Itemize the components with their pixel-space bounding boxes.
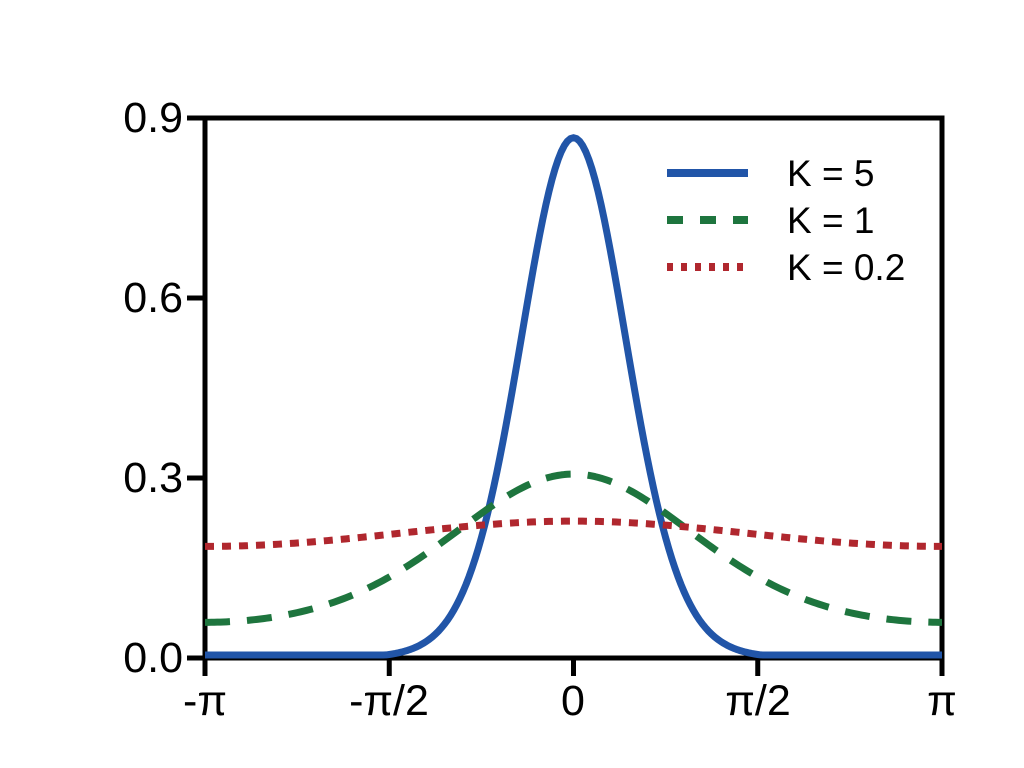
x-tick-label-zero: 0 — [561, 677, 585, 725]
x-tick-label-neg-pi: -π — [183, 677, 227, 725]
x-tick-label-pi: π — [927, 677, 957, 725]
legend-label-k1: K = 1 — [787, 200, 875, 241]
curve-k=5 — [204, 134, 943, 659]
x-tick-label-neg-pi-half: -π/2 — [349, 677, 429, 725]
legend-label-k02: K = 0.2 — [787, 247, 906, 288]
x-tick-label-pi-half: π/2 — [725, 677, 791, 725]
legend-label-k5: K = 5 — [787, 153, 875, 194]
y-tick-label-0.3: 0.3 — [123, 454, 183, 502]
y-tick-label-0.0: 0.0 — [123, 634, 183, 682]
legend: K = 5 K = 1 K = 0.2 — [787, 150, 905, 291]
y-tick-label-0.6: 0.6 — [123, 274, 183, 322]
curve-k=0.2 — [204, 517, 943, 550]
curve-k=1 — [204, 470, 943, 626]
y-tick-label-0.9: 0.9 — [123, 94, 183, 142]
